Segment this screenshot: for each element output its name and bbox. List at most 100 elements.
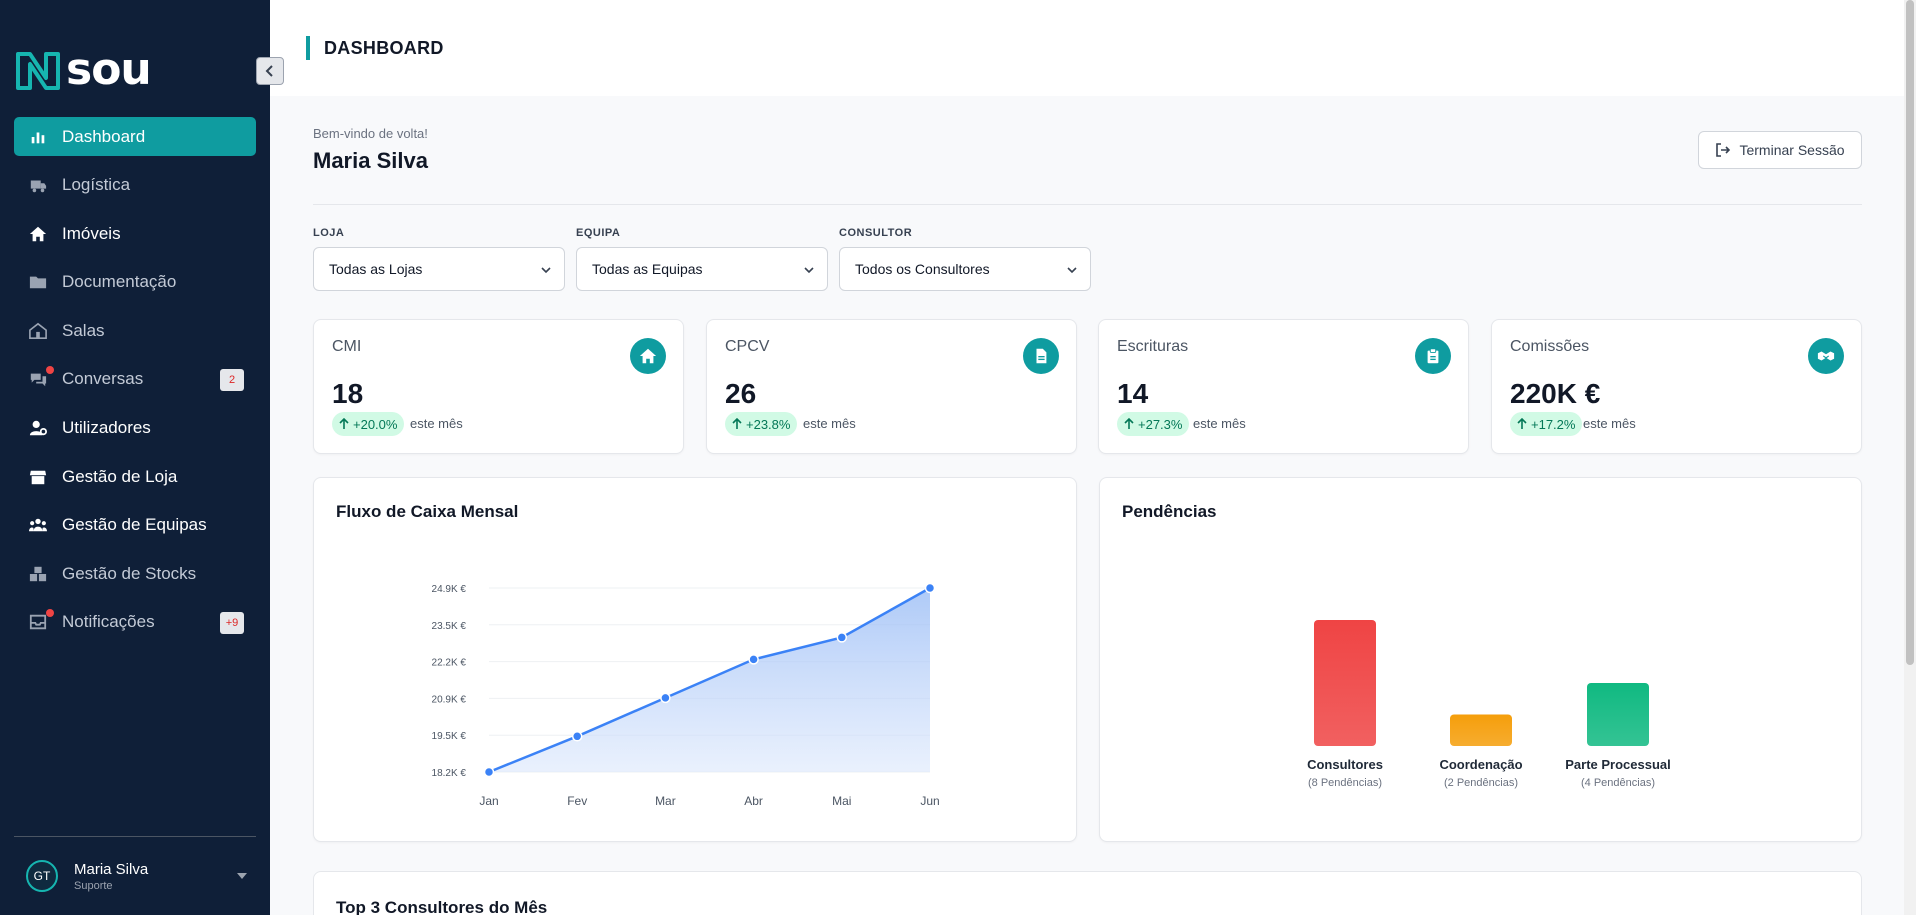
y-tick-label: 19.5K € [432, 731, 467, 742]
nav-icon-wrap [26, 175, 50, 195]
stat-card-escrituras: Escrituras 14 +27.3% este mês [1098, 319, 1469, 454]
home-icon [639, 348, 657, 364]
sidebar-item-logistica[interactable]: Logística [14, 166, 256, 205]
stat-period: este mês [1583, 416, 1636, 431]
stat-change-badge: +17.2% [1510, 412, 1583, 436]
nav-icon-wrap [26, 127, 50, 147]
nav-icon-wrap [26, 272, 50, 292]
chevron-down-icon [1067, 267, 1077, 274]
bar-count-label: (8 Pendências) [1308, 777, 1382, 789]
file-icon [1036, 348, 1047, 364]
sidebar-item-dashboard[interactable]: Dashboard [14, 117, 256, 156]
bar-category-label: Coordenação [1439, 757, 1522, 772]
stat-value: 18 [332, 378, 364, 409]
cashflow-title: Fluxo de Caixa Mensal [336, 502, 519, 521]
stat-period: este mês [410, 416, 463, 431]
y-tick-label: 23.5K € [432, 621, 467, 632]
bar[interactable] [1587, 683, 1649, 746]
x-tick-label: Abr [744, 794, 763, 808]
stat-change-badge: +23.8% [725, 412, 798, 436]
sidebar: sou Dashboard Logística Imóveis Document… [0, 0, 270, 915]
divider [313, 204, 1862, 205]
logo-text: sou [66, 44, 152, 95]
sidebar-item-gestao-de-equipas[interactable]: Gestão de Equipas [14, 506, 256, 545]
data-point[interactable] [571, 731, 583, 742]
bar[interactable] [1450, 714, 1512, 747]
x-tick-label: Mai [832, 794, 851, 808]
sidebar-item-salas[interactable]: Salas [14, 311, 256, 350]
filter-label-consultor: CONSULTOR [839, 227, 913, 239]
stat-label: CMI [332, 338, 362, 355]
filter-label-equipa: EQUIPA [576, 227, 621, 239]
sidebar-item-label: Gestão de Loja [62, 466, 178, 486]
header-accent [306, 36, 310, 60]
boxes-icon [29, 566, 47, 582]
chevron-down-icon[interactable] [237, 873, 247, 879]
avatar: GT [26, 860, 58, 892]
y-tick-label: 24.9K € [432, 584, 467, 595]
sidebar-item-documentacao[interactable]: Documentação [14, 263, 256, 302]
filter-select-consultor[interactable]: Todos os Consultores [839, 247, 1091, 291]
welcome-text: Bem-vindo de volta! [313, 126, 428, 141]
logout-icon [1716, 143, 1731, 157]
home-icon [29, 226, 47, 241]
team-icon [29, 518, 47, 532]
stat-value: 220K € [1510, 378, 1601, 409]
sidebar-item-gestao-de-stocks[interactable]: Gestão de Stocks [14, 554, 256, 593]
data-point[interactable] [836, 632, 848, 643]
user-role: Suporte [74, 879, 113, 892]
bar[interactable] [1314, 620, 1376, 746]
stat-change: +17.2% [1531, 416, 1576, 432]
sidebar-nav: Dashboard Logística Imóveis Documentação… [14, 117, 256, 652]
folder-icon [29, 276, 47, 289]
logo-icon [16, 52, 60, 90]
filter-select-equipa[interactable]: Todas as Equipas [576, 247, 828, 291]
cashflow-chart: 18.2K € 19.5K € 20.9K € 22.2K € 23.5K € 24.9K… [432, 582, 940, 808]
cashflow-panel: Fluxo de Caixa Mensal 18.2K € 19.5K € 20.9… [313, 477, 1077, 842]
filter-value: Todos os Consultores [855, 261, 990, 277]
stat-change-badge: +27.3% [1117, 412, 1190, 436]
stat-icon-badge [1023, 338, 1059, 374]
x-tick-label: Jan [479, 794, 498, 808]
arrow-up-icon [732, 418, 742, 429]
data-point[interactable] [924, 582, 936, 594]
stat-label: Escrituras [1117, 338, 1189, 355]
nav-icon-wrap [26, 366, 54, 389]
nav-icon-wrap [26, 224, 50, 244]
arrow-up-icon [339, 418, 349, 429]
sidebar-item-label: Gestão de Stocks [62, 563, 197, 583]
stat-icon-badge [630, 338, 666, 374]
sidebar-item-notificacoes[interactable]: Notificações +9 [14, 603, 256, 642]
sidebar-item-label: Gestão de Equipas [62, 515, 207, 535]
stat-icon-badge [1415, 338, 1451, 374]
data-point[interactable] [483, 766, 495, 778]
sidebar-item-utilizadores[interactable]: Utilizadores [14, 409, 256, 448]
nav-icon-wrap [26, 467, 50, 487]
sidebar-item-imoveis[interactable]: Imóveis [14, 214, 256, 253]
pending-title: Pendências [1122, 502, 1217, 521]
app-logo[interactable]: sou [14, 44, 152, 95]
series-line [488, 586, 931, 774]
sidebar-item-gestao-de-loja[interactable]: Gestão de Loja [14, 457, 256, 496]
top-consultants-panel: Top 3 Consultores do Mês [313, 871, 1862, 915]
sidebar-item-badge: 2 [220, 368, 244, 391]
sidebar-item-conversas[interactable]: Conversas 2 [14, 360, 256, 399]
filter-label-loja: LOJA [313, 227, 345, 239]
stat-card-cmi: CMI 18 +20.0% este mês [313, 319, 684, 454]
user-greeting-name: Maria Silva [313, 148, 428, 173]
stat-card-comissoes: Comissões 220K € +17.2% este mês [1491, 319, 1862, 454]
nav-icon-wrap [26, 609, 54, 632]
logout-button[interactable]: Terminar Sessão [1698, 131, 1862, 169]
store-icon [29, 470, 47, 484]
filter-select-loja[interactable]: Todas as Lojas [313, 247, 565, 291]
top-consultants-title: Top 3 Consultores do Mês [336, 898, 548, 915]
data-point[interactable] [748, 654, 759, 665]
data-point[interactable] [660, 692, 671, 704]
collapse-sidebar-button[interactable] [256, 57, 284, 85]
pending-chart: Consultores (8 Pendências) Coordenação (2 P… [1307, 620, 1671, 789]
bar-category-label: Parte Processual [1565, 757, 1671, 772]
user-profile[interactable]: GT Maria Silva Suporte [26, 860, 148, 892]
scrollbar-thumb[interactable] [1906, 0, 1914, 665]
stat-period: este mês [803, 416, 856, 431]
pending-panel: Pendências Consultores (8 Pendências) Coor… [1099, 477, 1862, 842]
